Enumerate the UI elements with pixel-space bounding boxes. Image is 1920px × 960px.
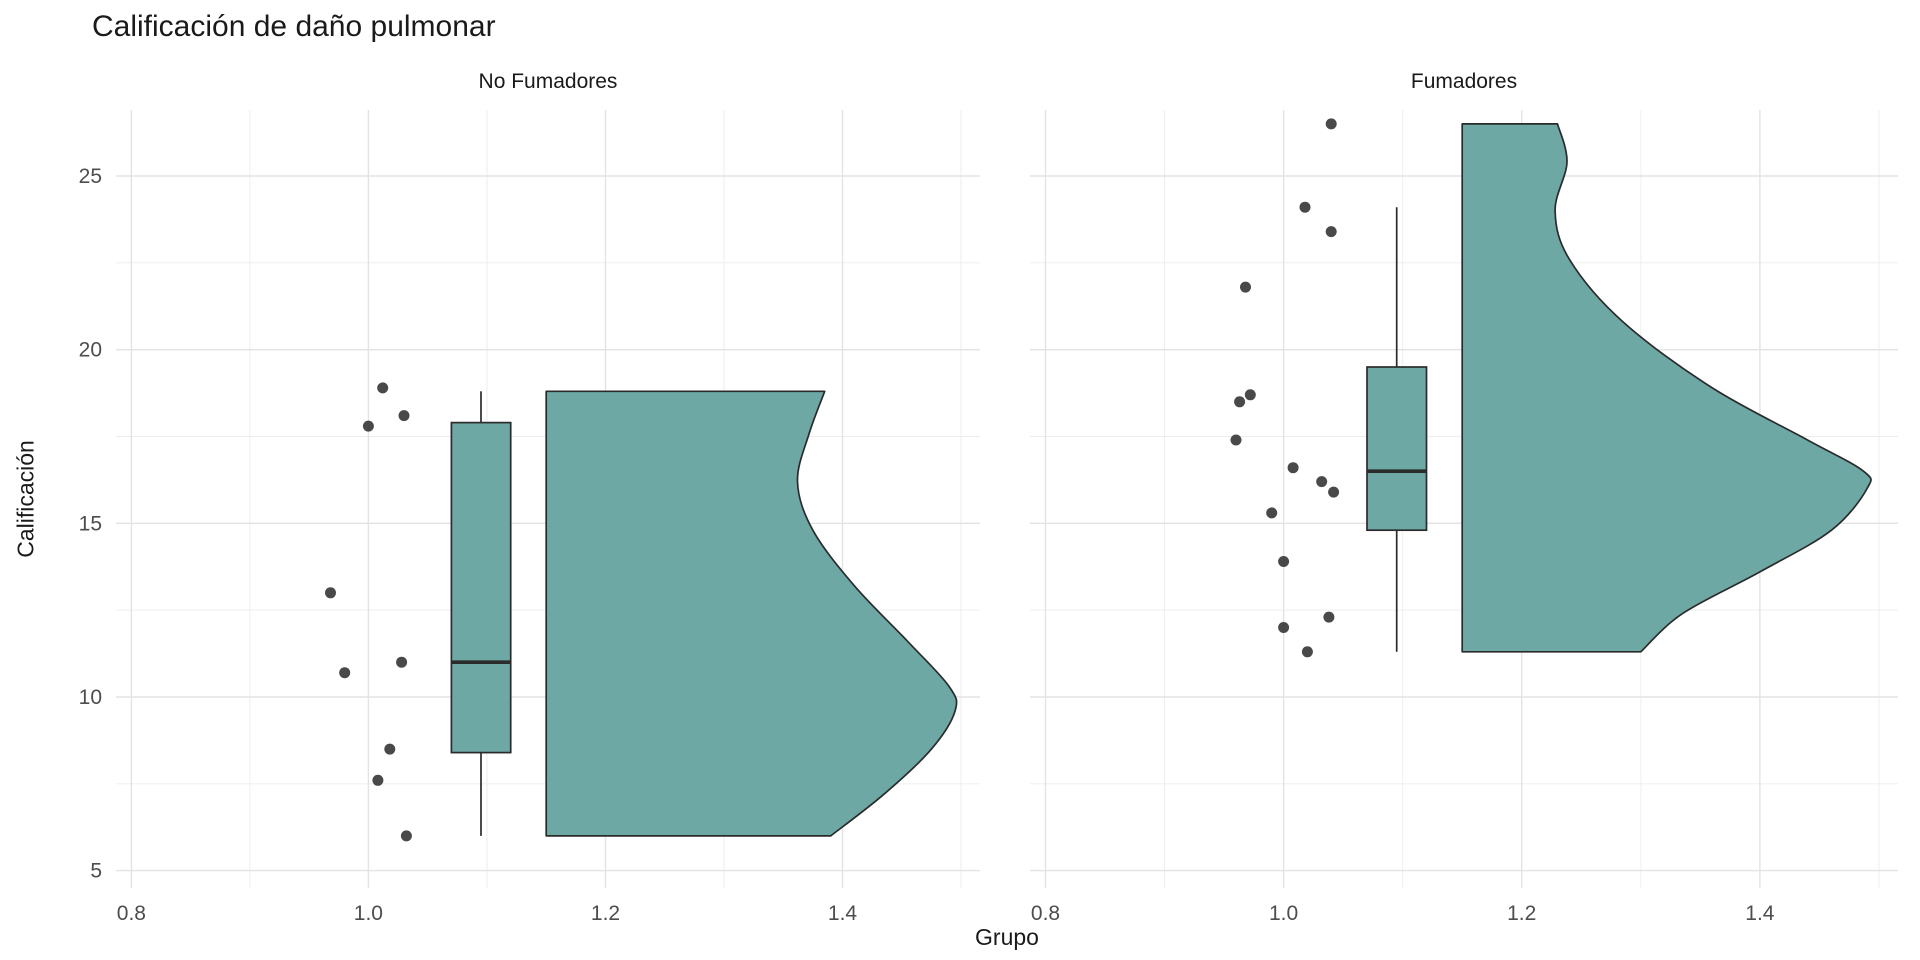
y-tick-label: 5 [90, 860, 102, 883]
y-tick-label: 10 [79, 686, 102, 709]
x-tick-label: 1.2 [591, 902, 620, 925]
jitter-point [396, 656, 408, 668]
x-tick-label: 1.2 [1507, 902, 1536, 925]
boxplot-box [1366, 366, 1428, 532]
x-axis-label: Grupo [975, 924, 1039, 950]
y-tick-label: 20 [79, 339, 102, 362]
jitter-point [1316, 476, 1328, 488]
jitter-point [1278, 556, 1290, 567]
y-tick-label: 25 [79, 165, 102, 188]
x-tick-label: 0.8 [1031, 902, 1060, 925]
jitter-point [1323, 611, 1335, 623]
jitter-point [1301, 646, 1313, 658]
jitter-point [1234, 396, 1246, 408]
jitter-point [400, 830, 412, 842]
half-violin [545, 390, 958, 837]
x-tick-label: 1.4 [1745, 902, 1775, 925]
jitter-point [1278, 622, 1290, 633]
jitter-point [1328, 486, 1340, 498]
x-tick-label: 1.0 [354, 902, 383, 925]
jitter-point [1266, 507, 1278, 519]
x-tick-label: 1.0 [1269, 902, 1298, 925]
jitter-point [1299, 201, 1311, 213]
boxplot-box [450, 421, 512, 754]
jitter-point [339, 667, 351, 679]
plot-title: Calificación de daño pulmonar [92, 10, 496, 43]
y-axis-label: Calificación [12, 440, 39, 558]
y-tick-label: 15 [79, 512, 102, 535]
jitter-point [1325, 118, 1337, 130]
facet-panel-2: Fumadores 0.8 1.0 1.2 1.4 [1030, 70, 1898, 925]
jitter-point [1240, 281, 1251, 293]
jitter-point [1244, 389, 1256, 401]
facet-label: No Fumadores [479, 70, 618, 93]
facet-label: Fumadores [1411, 70, 1517, 93]
jitter-point [1325, 226, 1337, 238]
jitter-point [362, 420, 374, 432]
jitter-point [377, 382, 389, 394]
jitter-point [384, 743, 396, 755]
x-tick-label: 1.4 [828, 902, 858, 925]
x-tick-label: 0.8 [117, 902, 146, 925]
jitter-point [1287, 462, 1299, 474]
jitter-point [398, 410, 410, 422]
half-violin [1461, 123, 1872, 653]
facet-panel-1: No Fumadores 0.8 1.0 1.2 1.4 5 10 15 20 25 [79, 70, 980, 925]
jitter-point [372, 774, 384, 786]
jitter-point [1230, 434, 1242, 446]
jitter-point [325, 587, 336, 599]
